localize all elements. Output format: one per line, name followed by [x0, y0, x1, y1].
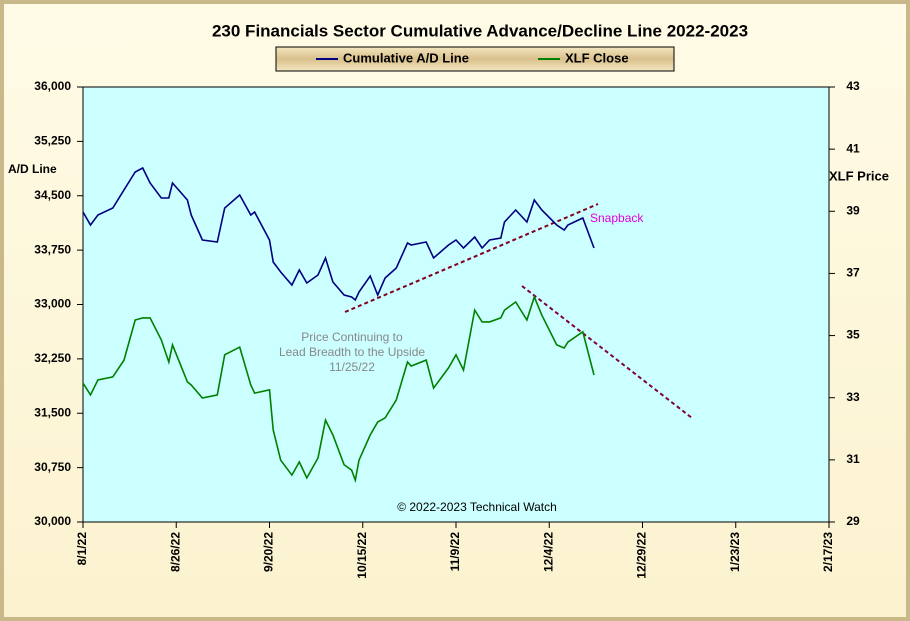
y2-tick-label: 33: [846, 390, 860, 404]
y-tick-label: 34,500: [34, 188, 71, 202]
y-axis-label: A/D Line: [8, 162, 57, 176]
legend-label: XLF Close: [565, 50, 629, 65]
y2-tick-label: 43: [846, 79, 860, 93]
y2-axis-label: XLF Price: [829, 168, 889, 183]
y-tick-label: 36,000: [34, 79, 71, 93]
chart-title: 230 Financials Sector Cumulative Advance…: [212, 21, 748, 40]
x-tick-label: 10/15/22: [355, 532, 369, 579]
y-tick-label: 33,000: [34, 297, 71, 311]
x-tick-label: 8/1/22: [75, 532, 89, 566]
x-tick-label: 2/17/23: [821, 532, 835, 572]
annotation: Price Continuing to: [301, 330, 403, 344]
legend: [275, 46, 675, 72]
annotation: Lead Breadth to the Upside: [279, 345, 425, 359]
series-line: [82, 166, 595, 302]
x-tick-label: 12/29/22: [635, 532, 649, 579]
copyright: © 2022-2023 Technical Watch: [397, 500, 557, 514]
y-tick-label: 32,250: [34, 351, 71, 365]
x-tick-label: 1/23/23: [728, 532, 742, 572]
y2-tick-label: 41: [846, 141, 860, 155]
trend-line: [344, 203, 599, 313]
annotation: 11/25/22: [329, 360, 375, 374]
x-tick-label: 12/4/22: [541, 532, 555, 572]
plot-area: [82, 86, 830, 523]
y-tick-label: 30,000: [34, 514, 71, 528]
x-tick-label: 9/20/22: [262, 532, 276, 572]
series-line: [82, 294, 595, 484]
x-tick-label: 11/9/22: [448, 532, 462, 572]
x-tick-label: 8/26/22: [168, 532, 182, 572]
legend-label: Cumulative A/D Line: [343, 50, 469, 65]
trend-line: [521, 285, 693, 419]
y-tick-label: 31,500: [34, 405, 71, 419]
y-tick-label: 30,750: [34, 460, 71, 474]
annotation: Snapback: [590, 211, 644, 225]
y-tick-label: 33,750: [34, 242, 71, 256]
y2-tick-label: 35: [846, 328, 860, 342]
y2-tick-label: 39: [846, 203, 860, 217]
y2-tick-label: 29: [846, 514, 860, 528]
y2-tick-label: 37: [846, 266, 860, 280]
y2-tick-label: 31: [846, 452, 860, 466]
y-tick-label: 35,250: [34, 134, 71, 148]
